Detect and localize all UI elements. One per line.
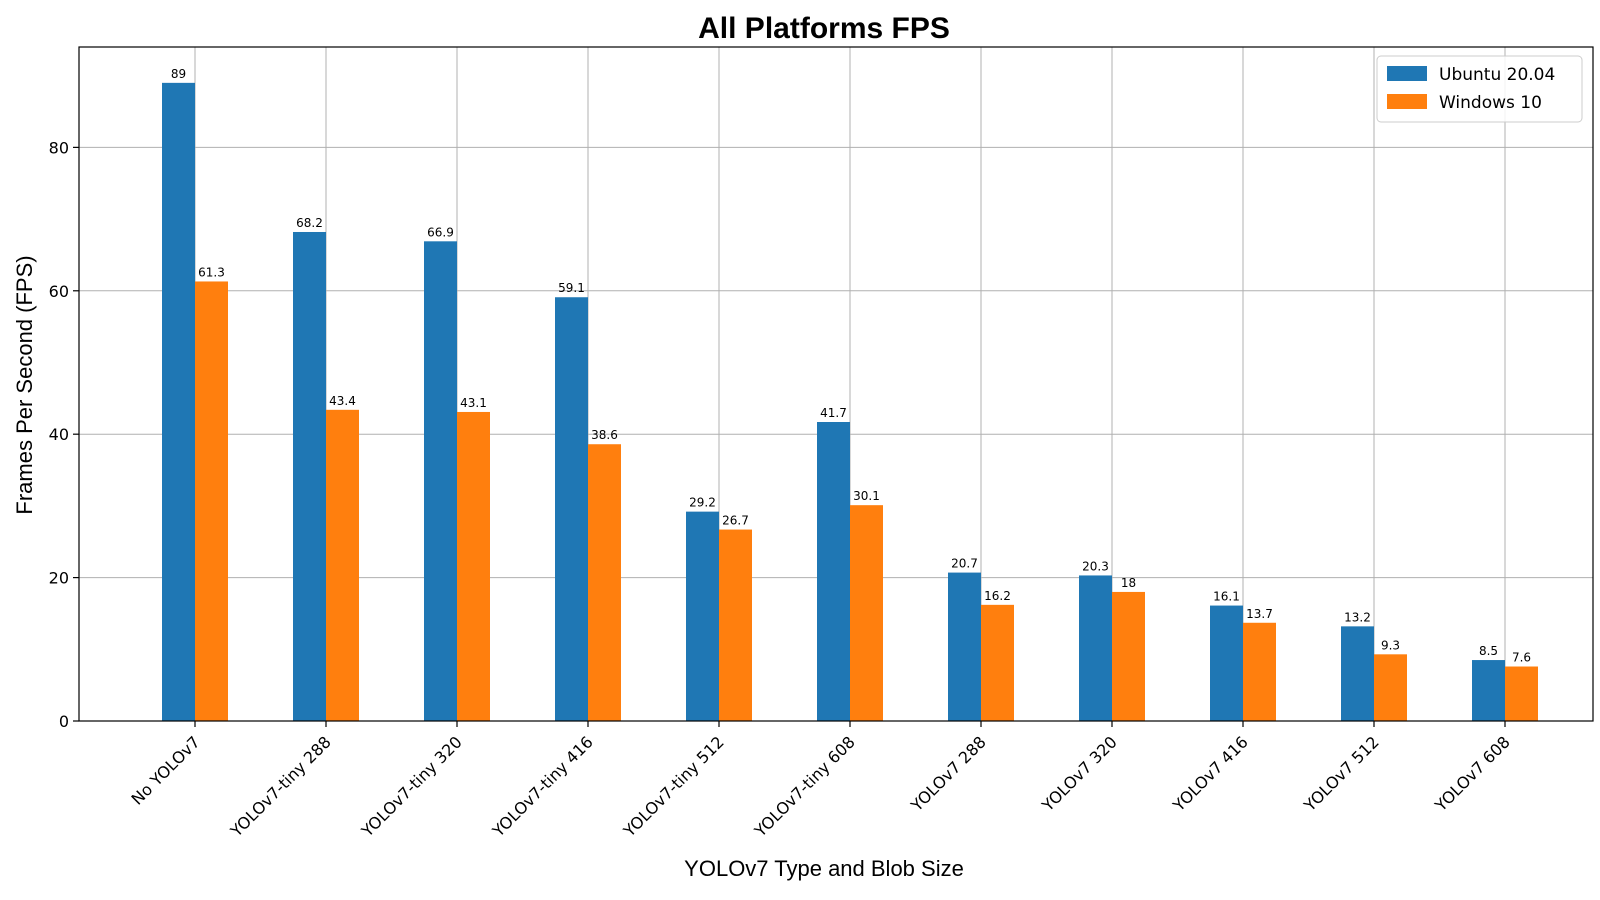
bar-windows-3: [588, 444, 621, 721]
y-tick-label: 40: [49, 425, 69, 444]
data-label: 38.6: [591, 428, 618, 442]
data-label: 89: [171, 67, 186, 81]
legend-label-ubuntu: Ubuntu 20.04: [1439, 65, 1555, 85]
bar-windows-0: [195, 281, 228, 721]
bar-ubuntu-1: [293, 231, 326, 721]
legend-box: [1376, 55, 1583, 123]
data-label: 59.1: [558, 281, 585, 295]
data-label: 41.7: [820, 406, 847, 420]
bar-ubuntu-4: [686, 511, 719, 721]
bar-windows-6: [981, 604, 1014, 721]
bar-ubuntu-6: [948, 572, 981, 721]
legend: Ubuntu 20.04 Windows 10: [1376, 55, 1583, 123]
bar-ubuntu-9: [1341, 626, 1374, 721]
data-label: 13.7: [1246, 607, 1273, 621]
data-label: 61.3: [198, 265, 225, 279]
y-axis-ticks: 0 20 40 60 80: [49, 138, 79, 731]
data-label: 16.1: [1213, 590, 1240, 604]
data-label: 29.2: [689, 496, 716, 510]
plot-area-frame: [78, 46, 1594, 722]
bar-windows-9: [1374, 654, 1407, 721]
bar-windows-8: [1243, 622, 1276, 721]
y-tick-label: 20: [49, 569, 69, 588]
bar-ubuntu-8: [1210, 605, 1243, 721]
y-tick-label: 60: [49, 282, 69, 301]
bar-ubuntu-3: [555, 297, 588, 721]
bar-ubuntu-2: [424, 241, 457, 722]
bar-windows-7: [1112, 591, 1145, 721]
data-label: 43.1: [460, 396, 487, 410]
x-axis-label: YOLOv7 Type and Blob Size: [684, 856, 964, 881]
bar-ubuntu-5: [817, 422, 850, 721]
bar-ubuntu-0: [162, 82, 195, 721]
bars: [162, 82, 1538, 722]
bar-windows-2: [457, 411, 490, 721]
bar-windows-5: [850, 505, 883, 721]
data-label: 30.1: [853, 489, 880, 503]
y-axis-label: Frames Per Second (FPS): [12, 255, 37, 514]
data-label: 16.2: [984, 589, 1011, 603]
y-tick-label: 80: [49, 138, 69, 157]
data-label: 20.7: [951, 557, 978, 571]
data-label: 43.4: [329, 394, 356, 408]
data-label: 18: [1121, 576, 1136, 590]
bar-windows-10: [1505, 666, 1538, 721]
data-label: 26.7: [722, 514, 749, 528]
data-label: 13.2: [1344, 610, 1371, 624]
data-label: 7.6: [1512, 651, 1531, 665]
y-tick-label: 0: [59, 712, 69, 731]
data-label: 66.9: [427, 225, 454, 239]
chart-title: All Platforms FPS: [698, 12, 950, 45]
data-label: 20.3: [1082, 559, 1109, 573]
bar-windows-1: [326, 409, 359, 721]
data-label: 8.5: [1479, 644, 1498, 658]
bar-ubuntu-10: [1472, 660, 1505, 721]
legend-swatch-windows: [1387, 94, 1427, 109]
bar-windows-4: [719, 529, 752, 721]
data-label: 68.2: [296, 216, 323, 230]
legend-swatch-ubuntu: [1387, 66, 1427, 81]
legend-label-windows: Windows 10: [1439, 93, 1542, 113]
bar-ubuntu-7: [1079, 575, 1112, 721]
data-labels: 89 68.2 66.9 59.1 29.2 41.7 20.7 20.3 16.1 13.2 8.…: [171, 67, 1531, 665]
data-label: 9.3: [1381, 638, 1400, 652]
